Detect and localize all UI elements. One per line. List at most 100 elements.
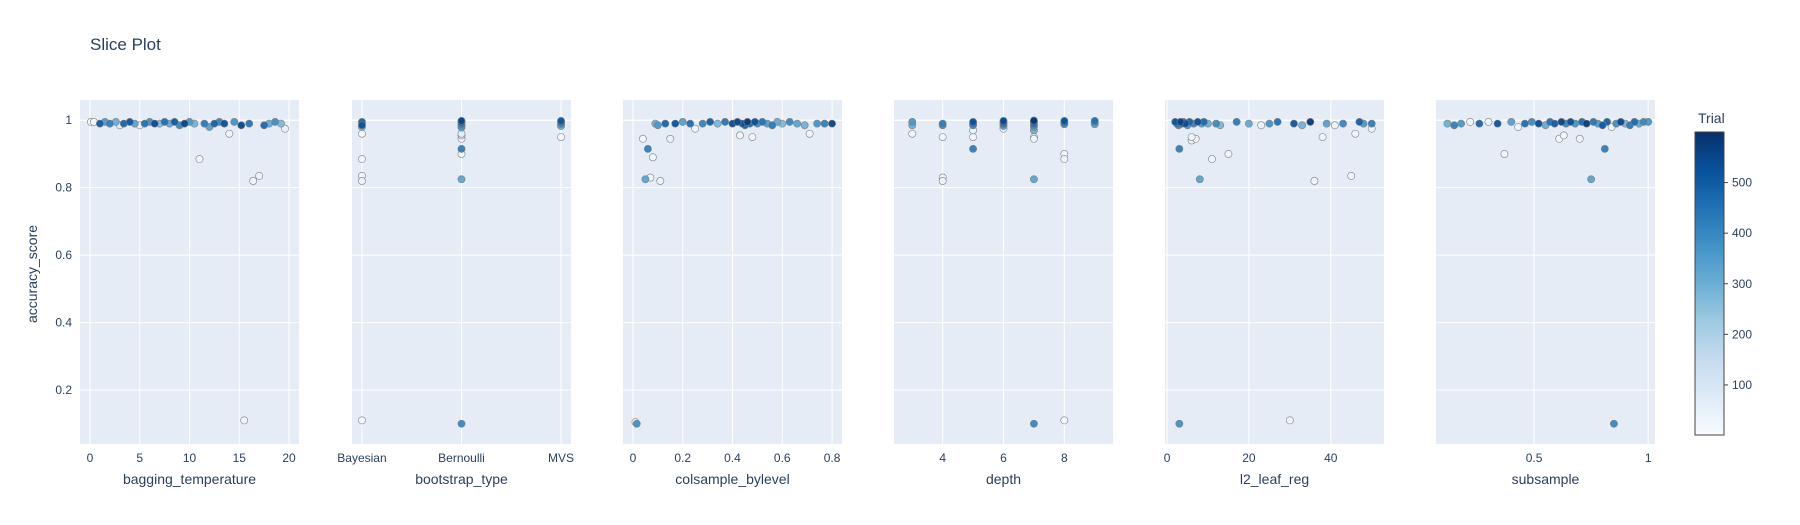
scatter-point[interactable] [1600,145,1609,153]
scatter-point[interactable] [632,419,641,428]
scatter-point[interactable] [1030,134,1038,143]
scatter-point[interactable] [656,177,665,185]
scatter-point[interactable] [1310,177,1319,185]
scatter-point[interactable] [160,118,169,126]
scatter-point[interactable] [1493,119,1502,128]
scatter-point[interactable] [150,119,159,128]
scatter-point[interactable] [1347,171,1356,180]
scatter-point[interactable] [200,119,209,128]
scatter-point[interactable] [210,119,219,128]
scatter-point[interactable] [1175,419,1184,428]
scatter-point[interactable] [245,119,254,128]
scatter-point[interactable] [908,129,917,138]
scatter-point[interactable] [281,124,289,133]
scatter-point[interactable] [1589,118,1598,126]
scatter-point[interactable] [1534,119,1543,128]
scatter-point[interactable] [1610,419,1618,428]
scatter-point[interactable] [1187,133,1196,141]
scatter-point[interactable] [785,118,794,126]
scatter-point[interactable] [1550,119,1559,128]
scatter-point[interactable] [1273,118,1282,126]
scatter-point[interactable] [1193,118,1202,126]
scatter-point[interactable] [908,118,917,126]
scatter-point[interactable] [180,119,189,128]
scatter-point[interactable] [641,175,650,184]
scatter-point[interactable] [686,119,695,128]
scatter-point[interactable] [1257,121,1266,130]
scatter-point[interactable] [820,119,829,128]
scatter-point[interactable] [1367,119,1376,128]
scatter-point[interactable] [1521,119,1529,128]
scatter-point[interactable] [1457,119,1465,128]
scatter-point[interactable] [721,118,729,126]
scatter-point[interactable] [260,121,269,130]
scatter-point[interactable] [557,117,565,125]
scatter-point[interactable] [800,121,809,130]
scatter-point[interactable] [969,145,977,153]
scatter-point[interactable] [999,117,1008,125]
scatter-point[interactable] [358,416,366,425]
scatter-point[interactable] [358,177,366,185]
scatter-point[interactable] [1330,121,1339,130]
scatter-point[interactable] [661,119,670,128]
scatter-point[interactable] [1598,121,1607,130]
scatter-point[interactable] [938,119,947,128]
scatter-point[interactable] [255,171,264,180]
scatter-point[interactable] [125,118,134,126]
scatter-point[interactable] [639,134,647,143]
scatter-point[interactable] [1224,150,1233,158]
scatter-point[interactable] [713,119,722,128]
scatter-point[interactable] [1475,119,1484,128]
scatter-point[interactable] [653,121,662,130]
scatter-point[interactable] [1232,118,1241,126]
scatter-point[interactable] [457,145,466,153]
scatter-point[interactable] [813,119,822,128]
scatter-point[interactable] [225,129,234,138]
scatter-point[interactable] [938,177,947,185]
scatter-point[interactable] [758,118,767,126]
scatter-point[interactable] [96,119,104,128]
scatter-point[interactable] [240,416,249,425]
scatter-point[interactable] [1616,118,1625,126]
scatter-point[interactable] [691,124,700,133]
scatter-point[interactable] [793,119,802,128]
scatter-point[interactable] [195,155,204,163]
scatter-point[interactable] [1450,121,1459,130]
scatter-point[interactable] [1030,419,1038,428]
scatter-point[interactable] [1527,118,1536,126]
scatter-point[interactable] [220,119,229,128]
scatter-point[interactable] [648,153,657,162]
scatter-point[interactable] [828,119,836,128]
scatter-point[interactable] [666,134,675,143]
scatter-point[interactable] [170,118,179,126]
scatter-point[interactable] [237,121,246,130]
scatter-point[interactable] [1559,131,1568,140]
scatter-point[interactable] [678,118,687,126]
scatter-point[interactable] [706,118,715,126]
scatter-point[interactable] [671,119,680,128]
scatter-point[interactable] [750,118,759,126]
scatter-point[interactable] [1290,119,1298,128]
scatter-point[interactable] [1514,123,1523,131]
scatter-point[interactable] [1090,117,1099,125]
scatter-point[interactable] [743,118,752,126]
scatter-point[interactable] [1587,175,1596,184]
scatter-point[interactable] [1484,118,1493,126]
scatter-point[interactable] [457,419,466,428]
scatter-point[interactable] [1245,119,1253,128]
scatter-point[interactable] [1175,145,1184,153]
scatter-point[interactable] [969,118,977,126]
scatter-point[interactable] [1351,129,1360,138]
scatter-point[interactable] [457,117,466,125]
scatter-point[interactable] [230,118,239,126]
scatter-point[interactable] [805,129,814,138]
scatter-point[interactable] [358,129,366,138]
scatter-point[interactable] [698,119,707,128]
scatter-point[interactable] [1030,116,1038,125]
scatter-point[interactable] [1557,118,1566,126]
scatter-point[interactable] [1355,118,1364,126]
scatter-point[interactable] [748,133,757,141]
scatter-point[interactable] [1639,118,1648,126]
scatter-point[interactable] [1500,150,1509,158]
scatter-point[interactable] [1176,118,1185,126]
